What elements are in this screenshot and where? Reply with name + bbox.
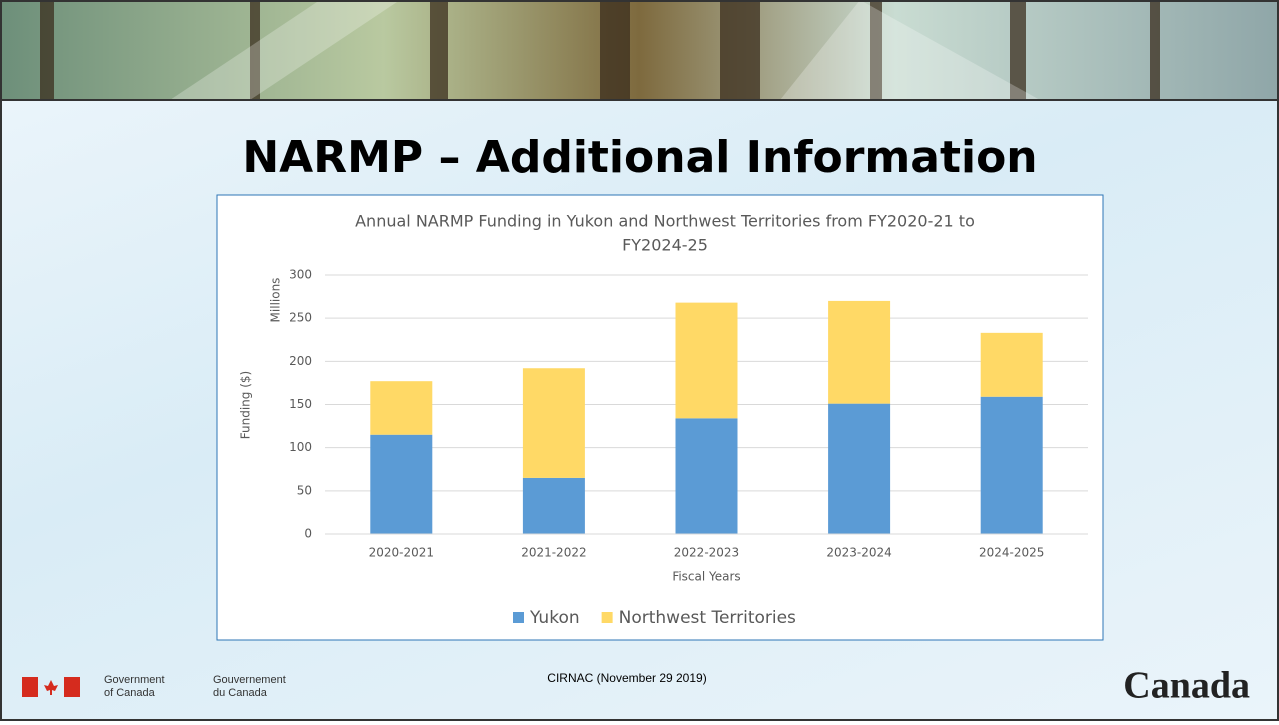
gov-en-2: of Canada [104,687,156,699]
x-tick-label: 2024-2025 [979,546,1044,560]
legend-label: Northwest Territories [619,608,796,628]
canada-wordmark: Canada [1123,665,1250,707]
bar-segment [370,434,433,534]
legend-swatch [513,612,524,623]
chart-title: Annual NARMP Funding in Yukon and Northw… [355,212,975,231]
y-tick-label: 200 [289,354,312,368]
banner [0,0,1279,100]
bar-segment [522,368,585,478]
banner-trees [40,0,1160,100]
chart: Annual NARMP Funding in Yukon and Northw… [239,212,1088,628]
bar-segment [828,403,891,534]
x-tick-label: 2022-2023 [674,546,739,560]
legend-swatch [601,612,613,623]
x-tick-label: 2021-2022 [521,546,586,560]
gc-flag [22,677,80,697]
bar-segment [980,332,1043,397]
bar-segment [828,300,891,404]
y-axis-unit: Millions [269,278,283,323]
x-axis-label: Fiscal Years [672,570,740,584]
chart-frame [216,194,1104,641]
y-tick-label: 250 [289,311,312,325]
y-tick-label: 50 [297,483,312,497]
legend-label: Yukon [529,608,580,628]
bar-segment [675,418,738,534]
y-axis-label: Funding ($) [239,371,253,439]
footer-note: CIRNAC (November 29 2019) [547,671,706,685]
y-tick-label: 100 [289,440,312,454]
bar-segment [522,477,585,534]
x-tick-label: 2020-2021 [369,546,434,560]
chart-title: FY2024-25 [622,236,708,255]
gov-fr-2: du Canada [213,687,268,699]
x-tick-label: 2023-2024 [826,546,891,560]
slide-title: NARMP – Additional Information [242,132,1037,183]
y-tick-label: 300 [289,268,312,282]
y-tick-label: 150 [289,397,312,411]
gov-en-1: Government [104,674,165,686]
bar-segment [675,302,738,419]
bar-segment [980,396,1043,534]
y-tick-label: 0 [304,527,312,541]
bar-segment [370,381,433,435]
gov-fr-1: Gouvernement [213,674,286,686]
banner-shapes [170,0,1040,100]
